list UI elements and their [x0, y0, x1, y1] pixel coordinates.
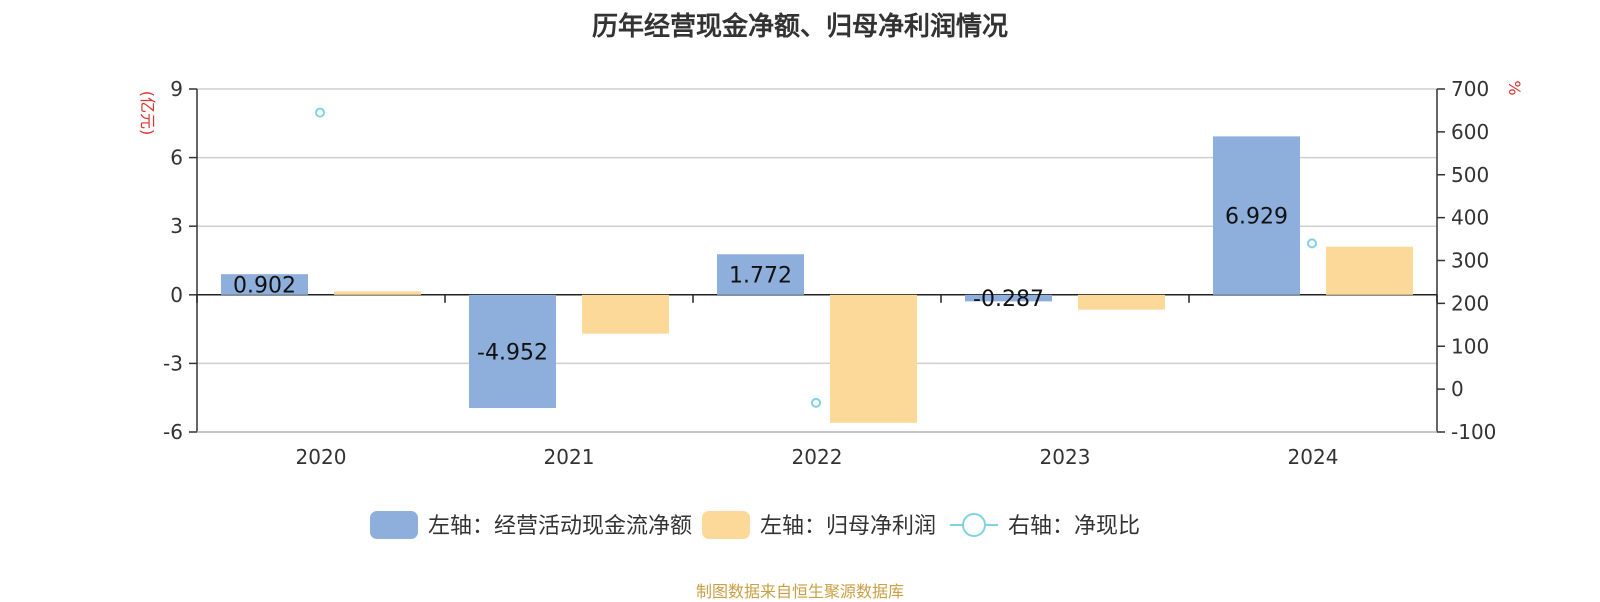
scatter-point [1307, 238, 1317, 249]
left-axis-tick-label: 3 [170, 214, 183, 238]
source-note: 制图数据来自恒生聚源数据库 [695, 582, 904, 601]
left-axis-unit: (亿元) [138, 91, 157, 136]
axes: 9 6 3 0 -3 -6 (亿元) 700 600 500 400 300 200 100 0 -100% 2… [138, 77, 1524, 469]
bar [1213, 136, 1300, 295]
left-axis-tick-label: -6 [163, 420, 183, 444]
right-axis-tick-label: 700 [1451, 77, 1489, 101]
data-labels: 0.902 -4.952 1.772 -0.287 6.929 [233, 205, 1288, 366]
right-axis-tick-label: 200 [1451, 291, 1489, 315]
right-axis-tick-label: 0 [1451, 377, 1464, 401]
bar-data-label: 6.929 [1225, 205, 1288, 230]
scatter-point [315, 107, 325, 118]
x-axis-tick-label: 2024 [1288, 445, 1339, 469]
legend-marker [962, 513, 986, 537]
legend-label: 左轴：经营活动现金流净额 [428, 514, 692, 539]
left-axis-tick-label: 6 [170, 146, 183, 170]
legend-swatch [370, 511, 418, 539]
bar [221, 274, 308, 295]
right-axis-tick-label: 300 [1451, 249, 1489, 273]
right-axis-unit: % [1505, 80, 1524, 95]
bar [1078, 294, 1165, 310]
bars [221, 136, 1413, 423]
bar [830, 294, 917, 423]
left-axis-tick-label: 9 [170, 77, 183, 101]
bar [965, 294, 1052, 302]
x-axis-tick-label: 2023 [1040, 445, 1091, 469]
x-axis-tick-label: 2020 [296, 445, 347, 469]
right-axis-tick-label: 400 [1451, 206, 1489, 230]
chart-title: 历年经营现金净额、归母净利润情况 [591, 12, 1008, 42]
right-axis-tick-label: 500 [1451, 163, 1489, 187]
right-axis-tick-label: -100 [1451, 420, 1496, 444]
bar [582, 294, 669, 334]
x-axis-tick-label: 2021 [544, 445, 595, 469]
bar-data-label: -4.952 [477, 340, 548, 365]
scatter-points [315, 107, 1317, 408]
x-axis-tick-label: 2022 [792, 445, 843, 469]
right-axis-tick-label: 100 [1451, 334, 1489, 358]
bar [334, 291, 421, 295]
legend-label: 左轴：归母净利润 [760, 514, 936, 539]
bar-data-label: 0.902 [233, 273, 296, 298]
bar [1326, 246, 1413, 295]
bar [469, 294, 556, 409]
legend: 左轴：经营活动现金流净额 左轴：归母净利润 右轴：净现比 [370, 511, 1140, 539]
legend-swatch [702, 511, 750, 539]
scatter-point [811, 397, 821, 408]
bar-data-label: -0.287 [973, 287, 1044, 312]
bar-data-label: 1.772 [729, 264, 792, 289]
left-axis-tick-label: 0 [170, 283, 183, 307]
legend-label: 右轴：净现比 [1008, 514, 1140, 539]
right-axis-tick-label: 600 [1451, 120, 1489, 144]
bar [717, 254, 804, 295]
left-axis-tick-label: -3 [163, 351, 183, 375]
